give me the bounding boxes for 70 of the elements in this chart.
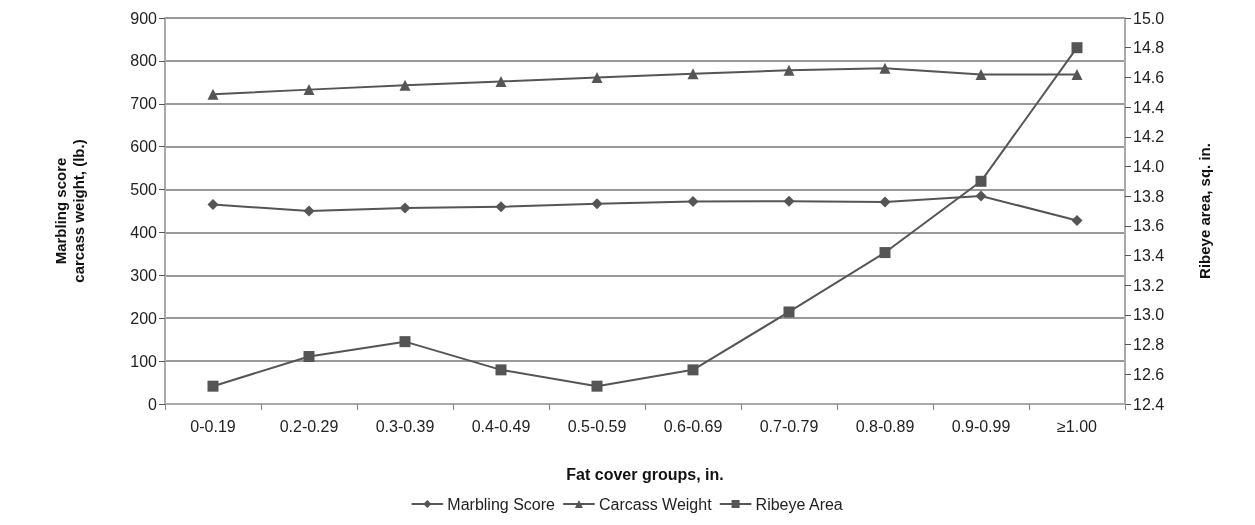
point (591, 198, 603, 210)
x-axis-title: Fat cover groups, in. (566, 465, 724, 483)
point (207, 199, 219, 211)
y-tick-label: 200 (130, 309, 158, 327)
point (783, 306, 795, 318)
y-tick-label: 100 (130, 352, 158, 370)
point (591, 72, 603, 84)
x-tick-label: 0.7-0.79 (759, 417, 819, 435)
point (591, 380, 603, 392)
point (303, 205, 315, 217)
y2-tick-label: 13.0 (1133, 306, 1165, 324)
y-tick-label: 0 (148, 395, 158, 413)
point (495, 201, 507, 213)
point (495, 75, 507, 87)
x-tick-label: 0.3-0.39 (375, 417, 435, 435)
y-tick-label: 400 (130, 223, 158, 241)
y2-tick-label: 14.2 (1133, 128, 1165, 146)
y2-tick-label: 12.4 (1133, 395, 1165, 413)
point (879, 62, 891, 74)
y2-tick-label: 12.8 (1133, 336, 1165, 354)
y2-tick-label: 13.2 (1133, 276, 1165, 294)
y-axis-title: Marbling score carcass weight, (lb.) (51, 139, 87, 283)
point (879, 196, 891, 208)
point (1071, 69, 1083, 81)
point (399, 202, 411, 214)
y2-tick-label: 13.8 (1133, 187, 1165, 205)
y2-tick-label: 15.0 (1133, 9, 1165, 27)
x-tick-label: ≥1.00 (1057, 417, 1098, 435)
y-tick-label: 300 (130, 266, 158, 284)
y-tick-label: 600 (130, 138, 158, 156)
point (1071, 214, 1083, 226)
x-tick-label: 0.2-0.29 (279, 417, 339, 435)
x-tick-label: 0.9-0.99 (951, 417, 1011, 435)
legend-label: Ribeye Area (755, 495, 843, 513)
legend-label: Marbling Score (447, 495, 556, 513)
x-tick-label: 0.8-0.89 (855, 417, 915, 435)
x-tick-label: 0.4-0.49 (471, 417, 531, 435)
point (783, 195, 795, 207)
point (1071, 42, 1083, 54)
y2-tick-label: 14.6 (1133, 68, 1165, 86)
point (975, 69, 987, 81)
y-tick-label: 800 (130, 52, 158, 70)
point (399, 336, 411, 348)
point (207, 380, 219, 392)
point (303, 84, 315, 96)
y-tick-label: 900 (130, 9, 158, 27)
y-tick-label: 700 (130, 95, 158, 113)
point (687, 364, 699, 376)
legend-label: Carcass Weight (598, 495, 713, 513)
y2-tick-label: 14.8 (1133, 39, 1165, 57)
y2-tick-label: 13.6 (1133, 217, 1165, 235)
y2-tick-label: 14.4 (1133, 98, 1165, 116)
point (303, 350, 315, 362)
y2-tick-label: 13.4 (1133, 247, 1165, 265)
point (687, 196, 699, 208)
point (879, 247, 891, 259)
y-tick-label: 500 (130, 181, 158, 199)
point (783, 64, 795, 76)
point (975, 175, 987, 187)
point (207, 88, 219, 100)
x-tick-label: 0.5-0.59 (567, 417, 627, 435)
point (975, 190, 987, 202)
x-tick-label: 0.6-0.69 (663, 417, 723, 435)
y2-axis-title: Ribeye area, sq. in. (1195, 143, 1213, 279)
point (495, 364, 507, 376)
x-tick-label: 0-0.19 (190, 417, 236, 435)
y2-tick-label: 12.6 (1133, 365, 1165, 383)
y2-tick-label: 14.0 (1133, 157, 1165, 175)
point (687, 68, 699, 80)
point (399, 79, 411, 91)
